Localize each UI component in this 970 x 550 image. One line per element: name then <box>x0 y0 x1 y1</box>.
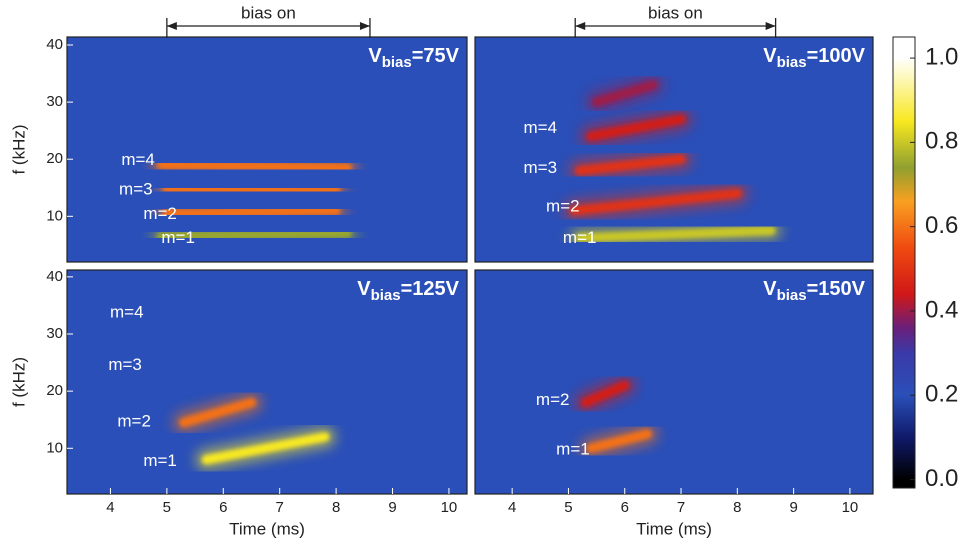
streak <box>586 429 652 453</box>
bias-tag: Vbias=125V <box>357 278 459 304</box>
tag-rest: =125V <box>401 278 460 300</box>
panel: 4 5 6 7 8 9 10 Time (ms) m=2 m=1 Vbias=150V <box>474 269 874 538</box>
colorbar-tick-label: 0.2 <box>925 381 958 408</box>
x-tick-label: 6 <box>219 499 227 516</box>
streak <box>575 226 776 243</box>
streak <box>162 184 341 196</box>
mode-label: m=1 <box>563 228 597 247</box>
frame <box>66 36 468 263</box>
x-tick-label: 4 <box>106 499 114 516</box>
mode-label: m=2 <box>117 411 151 430</box>
x-axis-label: Time (ms) <box>636 519 712 538</box>
tag-sub: bias <box>777 287 807 304</box>
streak <box>569 188 742 216</box>
background <box>475 270 873 494</box>
colorbar-tick-label: 1.0 <box>925 43 958 70</box>
x-tick-label: 4 <box>508 499 516 516</box>
arrow-head <box>575 22 586 30</box>
tag-main: V <box>357 278 371 300</box>
mode-label: m=3 <box>524 158 558 177</box>
x-tick-label: 5 <box>163 499 171 516</box>
x-tick-label: 10 <box>441 499 458 516</box>
plot-area <box>540 374 811 494</box>
colorbar-tick-label: 0.0 <box>925 465 958 492</box>
x-tick-label: 9 <box>789 499 797 516</box>
panel: m=4 m=3 m=2 m=1 Vbias=100V bias on <box>474 3 874 263</box>
y-axis-label: f (kHz) <box>9 357 28 407</box>
bias-label: bias on <box>648 3 703 22</box>
mode-label: m=2 <box>536 390 570 409</box>
panel: 10 20 30 40 4 5 6 7 8 9 10 Time (ms) f (kHz) m=4 m=3 m=… <box>9 268 468 538</box>
x-tick-label: 7 <box>677 499 685 516</box>
x-axis-label: Time (ms) <box>229 519 305 538</box>
y-axis-label: f (kHz) <box>9 124 28 174</box>
y-tick-label: 30 <box>46 93 63 110</box>
plot-area <box>563 73 805 262</box>
streak <box>179 398 256 428</box>
x-tick-label: 9 <box>388 499 396 516</box>
tag-rest: =150V <box>807 278 866 300</box>
arrow-head <box>765 22 776 30</box>
colorbar-tick-label: 0.6 <box>925 212 958 239</box>
mode-label: m=4 <box>121 150 155 169</box>
x-tick-label: 5 <box>564 499 572 516</box>
arrow-head <box>166 22 177 30</box>
mode-label: m=3 <box>119 180 153 199</box>
bias-label: bias on <box>241 3 296 22</box>
tag-sub: bias <box>371 287 401 304</box>
colorbar <box>892 36 916 489</box>
y-tick-label: 40 <box>46 36 63 53</box>
tag-sub: bias <box>382 54 412 71</box>
y-tick-label: 20 <box>46 150 63 167</box>
y-tick-label: 20 <box>46 382 63 399</box>
mode-label: m=3 <box>108 355 142 374</box>
x-tick-label: 8 <box>733 499 741 516</box>
y-tick-label: 10 <box>46 207 63 224</box>
mode-label: m=1 <box>556 439 590 458</box>
bias-tag: Vbias=150V <box>763 278 865 304</box>
mode-label: m=1 <box>143 451 177 470</box>
mode-label: m=2 <box>143 204 177 223</box>
y-tick-label: 10 <box>46 439 63 456</box>
x-tick-label: 6 <box>621 499 629 516</box>
mode-label: m=2 <box>546 197 580 216</box>
frame <box>474 269 874 495</box>
streak <box>156 228 352 241</box>
frame <box>474 36 874 263</box>
streak <box>162 206 341 218</box>
streak <box>580 380 630 408</box>
x-tick-label: 10 <box>842 499 859 516</box>
x-tick-label: 7 <box>276 499 284 516</box>
streak <box>592 80 658 107</box>
streak <box>575 154 686 176</box>
y-tick-label: 30 <box>46 325 63 342</box>
plot-area <box>150 113 381 262</box>
streak <box>586 114 686 141</box>
mode-label: m=4 <box>110 302 144 321</box>
frame <box>66 269 468 495</box>
y-tick-label: 40 <box>46 268 63 285</box>
bias-tag: Vbias=75V <box>368 45 459 71</box>
tag-rest: =75V <box>412 45 460 67</box>
streak <box>201 432 330 465</box>
tag-main: V <box>368 45 382 67</box>
bias-tag: Vbias=100V <box>763 45 865 71</box>
mode-label: m=1 <box>161 228 195 247</box>
colorbar-tick-label: 0.4 <box>925 296 958 323</box>
colorbar-tick-label: 0.8 <box>925 128 958 155</box>
tag-sub: bias <box>777 54 807 71</box>
tag-main: V <box>763 278 777 300</box>
tag-rest: =100V <box>807 45 866 67</box>
arrow-head <box>359 22 370 30</box>
tag-main: V <box>763 45 777 67</box>
x-tick-label: 8 <box>332 499 340 516</box>
mode-label: m=4 <box>524 118 558 137</box>
